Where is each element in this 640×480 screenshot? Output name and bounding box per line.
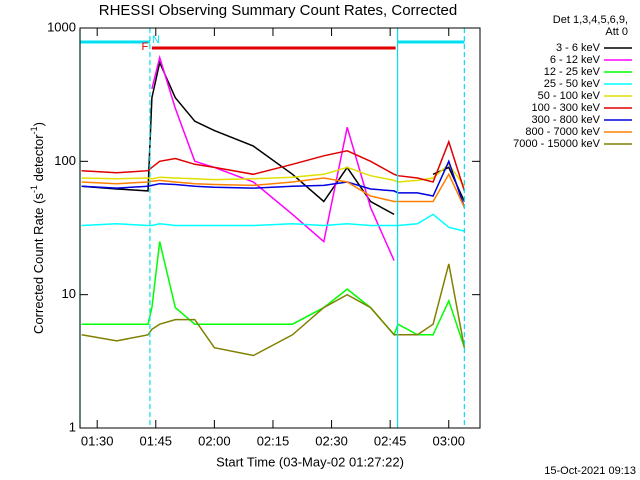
- legend-label: 3 - 6 keV: [556, 42, 601, 54]
- series-line: [81, 159, 466, 208]
- y-axis-label-part: ): [31, 122, 46, 126]
- legend-header: Det 1,3,4,5,6,9,: [553, 14, 628, 26]
- x-tick-label: 02:30: [315, 433, 348, 448]
- chart-title: RHESSI Observing Summary Count Rates, Co…: [99, 2, 457, 19]
- y-axis-label-part: detector: [31, 134, 46, 185]
- y-tick-label: 100: [54, 153, 76, 168]
- legend-header: Att 0: [605, 26, 628, 38]
- series-line: [81, 163, 466, 187]
- y-tick-label: 1: [69, 419, 76, 434]
- y-axis-label-superscript: -1: [29, 185, 39, 193]
- legend-label: 7000 - 15000 keV: [513, 138, 601, 150]
- y-tick-label: 10: [62, 286, 76, 301]
- legend-label: 800 - 7000 keV: [525, 126, 600, 138]
- x-tick-label: 01:45: [140, 433, 173, 448]
- legend-label: 12 - 25 keV: [544, 66, 601, 78]
- legend-label: 25 - 50 keV: [544, 78, 601, 90]
- x-tick-label: 03:00: [432, 433, 465, 448]
- plot-frame: [79, 27, 481, 429]
- y-axis-label-part: Corrected Count Rate (s: [31, 193, 46, 334]
- x-tick-label: 02:00: [198, 433, 231, 448]
- legend-label: 100 - 300 keV: [532, 102, 601, 114]
- legend-label: 6 - 12 keV: [550, 54, 601, 66]
- legend-label: 50 - 100 keV: [538, 90, 601, 102]
- x-axis-label: Start Time (03-May-02 01:27:22): [216, 454, 404, 469]
- y-axis-label: Corrected Count Rate (s-1 detector-1): [29, 122, 46, 334]
- timestamp: 15-Oct-2021 09:13: [544, 465, 636, 477]
- series-line: [81, 263, 466, 357]
- x-tick-label: 01:30: [81, 433, 114, 448]
- flare-label: F: [142, 41, 149, 53]
- night-label: N: [152, 34, 160, 46]
- legend-label: 300 - 800 keV: [532, 114, 601, 126]
- y-axis-label-superscript: -1: [29, 126, 39, 134]
- y-tick-label: 1000: [47, 19, 76, 34]
- x-tick-label: 02:45: [374, 433, 407, 448]
- series-line: [81, 172, 466, 208]
- series-line: [81, 213, 465, 232]
- series-line: [81, 139, 466, 192]
- x-tick-label: 02:15: [257, 433, 290, 448]
